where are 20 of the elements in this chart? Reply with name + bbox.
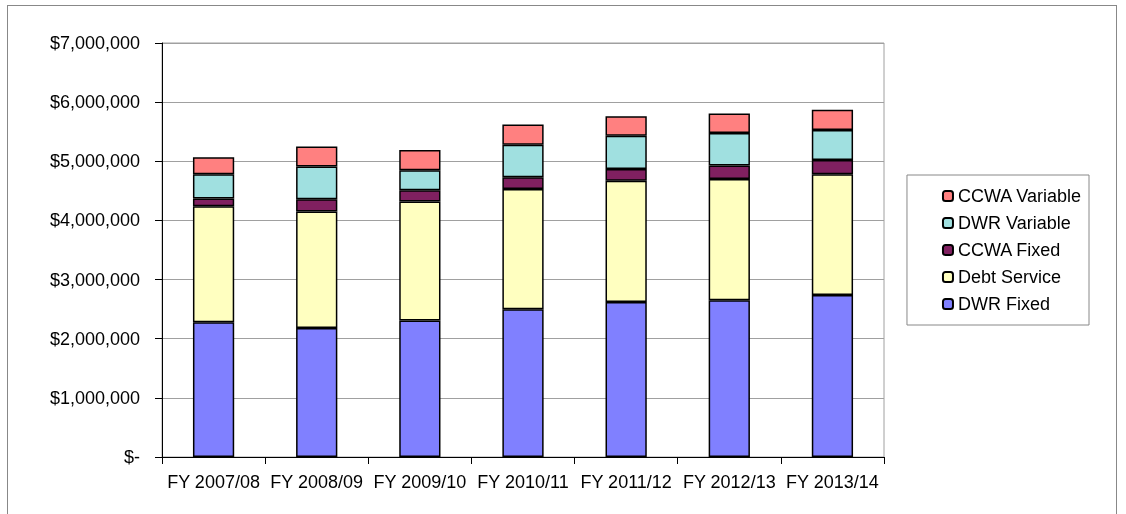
- x-tick-label: FY 2007/08: [167, 472, 260, 492]
- y-tick-label: $2,000,000: [49, 328, 140, 349]
- y-tick-label: $5,000,000: [49, 151, 140, 172]
- y-tick-label: $4,000,000: [49, 210, 140, 231]
- y-tick-label: $-: [123, 447, 140, 467]
- x-tick-label: FY 2011/12: [580, 472, 672, 492]
- legend-label: Debt Service: [957, 267, 1062, 287]
- legend-label: DWR Fixed: [957, 294, 1050, 314]
- y-tick-label: $3,000,000: [49, 269, 140, 290]
- x-tick-label: FY 2013/14: [786, 472, 879, 492]
- y-tick-label: $6,000,000: [49, 92, 140, 113]
- y-tick-label: $7,000,000: [49, 33, 140, 53]
- y-tick-label: $1,000,000: [49, 387, 140, 408]
- x-tick-label: FY 2008/09: [270, 472, 364, 492]
- legend-label: CCWA Variable: [957, 186, 1082, 206]
- x-tick-label: FY 2012/13: [682, 472, 776, 492]
- legend-label: CCWA Fixed: [957, 240, 1061, 260]
- x-tick-label: FY 2010/11: [477, 472, 569, 492]
- legend-label: DWR Variable: [957, 213, 1071, 233]
- x-tick-label: FY 2009/10: [373, 472, 467, 492]
